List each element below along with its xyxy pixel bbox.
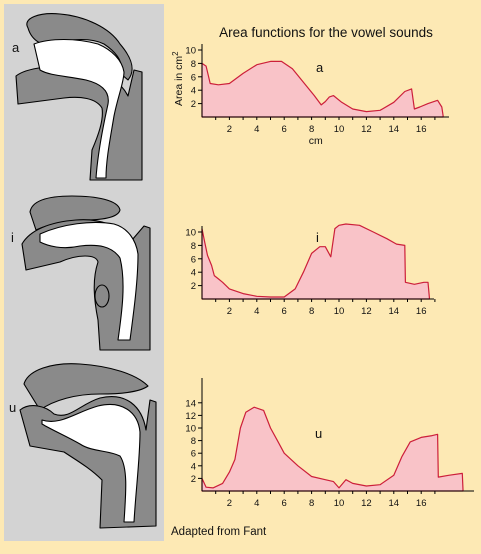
y-tick-label-u: 2 bbox=[191, 474, 196, 485]
y-tick-label-a: 6 bbox=[191, 72, 196, 83]
y-tick-label-u: 6 bbox=[191, 449, 196, 460]
y-tick-label-a: 4 bbox=[191, 86, 196, 97]
y-tick-label-u: 14 bbox=[185, 398, 196, 409]
x-tick-label-a: 16 bbox=[416, 124, 427, 135]
x-tick-label-a: 6 bbox=[282, 124, 287, 135]
y-tick-label-i: 2 bbox=[191, 281, 196, 292]
y-tick-label-i: 6 bbox=[191, 254, 196, 265]
x-tick-label-u: 6 bbox=[282, 498, 287, 509]
x-tick-label-i: 4 bbox=[254, 306, 259, 317]
x-tick-label-i: 10 bbox=[334, 306, 345, 317]
tract-u-upper bbox=[23, 363, 149, 411]
y-tick-label-u: 10 bbox=[185, 424, 196, 435]
vocal-tract-i bbox=[21, 195, 151, 351]
y-tick-label-u: 4 bbox=[191, 461, 196, 472]
y-tick-label-a: 2 bbox=[191, 99, 196, 110]
area-curve-u bbox=[201, 406, 464, 492]
x-axis-title-a: cm bbox=[309, 135, 323, 147]
x-tick-label-a: 2 bbox=[227, 124, 232, 135]
vocal-tract-a bbox=[15, 13, 143, 181]
x-tick-label-u: 12 bbox=[361, 498, 372, 509]
y-axis-title-superscript: 2 bbox=[171, 51, 180, 56]
y-tick-label-u: 8 bbox=[191, 436, 196, 447]
chart-title: Area functions for the vowel sounds bbox=[219, 25, 433, 40]
chart-vowel-label-i: i bbox=[316, 230, 319, 245]
area-curve-a bbox=[201, 60, 444, 118]
x-tick-label-u: 4 bbox=[254, 498, 259, 509]
x-tick-label-u: 2 bbox=[227, 498, 232, 509]
x-tick-label-u: 10 bbox=[334, 498, 345, 509]
x-tick-label-i: 8 bbox=[309, 306, 314, 317]
tract-i-label: i bbox=[11, 230, 14, 245]
x-tick-label-i: 2 bbox=[227, 306, 232, 317]
tract-i-airway bbox=[39, 221, 139, 341]
x-tick-label-i: 16 bbox=[416, 306, 427, 317]
y-tick-label-a: 8 bbox=[191, 59, 196, 70]
tract-i-cavity bbox=[94, 284, 110, 308]
y-tick-label-i: 4 bbox=[191, 268, 196, 279]
y-tick-label-u: 12 bbox=[185, 411, 196, 422]
y-tick-label-a: 10 bbox=[185, 46, 196, 57]
vocal-tract-u bbox=[19, 363, 157, 529]
tract-a-airway bbox=[33, 39, 125, 179]
x-tick-label-u: 16 bbox=[416, 498, 427, 509]
x-tick-label-u: 14 bbox=[389, 498, 400, 509]
x-tick-label-a: 14 bbox=[389, 124, 400, 135]
x-tick-label-a: 4 bbox=[254, 124, 259, 135]
x-tick-label-a: 10 bbox=[334, 124, 345, 135]
chart-vowel-label-a: a bbox=[316, 60, 324, 75]
x-tick-label-u: 8 bbox=[309, 498, 314, 509]
x-tick-label-a: 8 bbox=[309, 124, 314, 135]
chart-vowel-label-u: u bbox=[315, 426, 322, 441]
y-axis-title-a: Area in cm2 bbox=[171, 51, 185, 106]
tract-u-airway bbox=[41, 404, 141, 523]
area-curve-i bbox=[201, 223, 430, 300]
tract-u-label: u bbox=[9, 400, 16, 415]
x-tick-label-i: 14 bbox=[389, 306, 400, 317]
y-axis-title-text: Area in cm bbox=[173, 56, 185, 106]
x-tick-label-i: 6 bbox=[282, 306, 287, 317]
credit-text: Adapted from Fant bbox=[171, 526, 267, 538]
y-tick-label-i: 10 bbox=[185, 228, 196, 239]
x-tick-label-i: 12 bbox=[361, 306, 372, 317]
x-tick-label-a: 12 bbox=[361, 124, 372, 135]
tract-a-label: a bbox=[12, 40, 20, 55]
y-tick-label-i: 8 bbox=[191, 241, 196, 252]
chart-i: 2 4 6 8 10 2 4 6 8 10 12 14 16 i bbox=[185, 223, 436, 317]
